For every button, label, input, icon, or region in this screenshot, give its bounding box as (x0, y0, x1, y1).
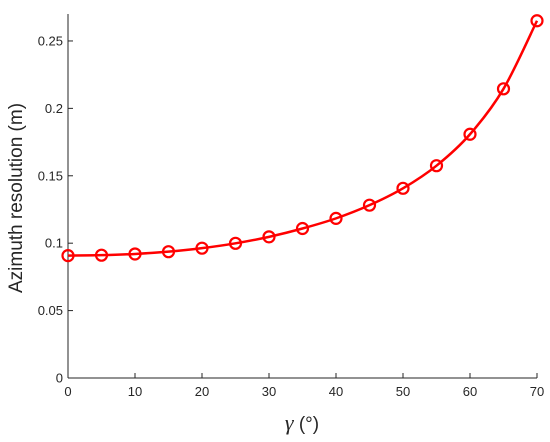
data-point (228, 236, 243, 250)
data-point (161, 245, 176, 259)
axes (67, 14, 537, 379)
x-axis-symbol: γ (285, 410, 295, 435)
x-ticks: 0 10 20 30 40 50 60 70 (64, 373, 544, 399)
y-tick-label: 0.1 (45, 236, 63, 251)
x-axis-unit: (°) (294, 414, 320, 435)
y-tick-label: 0 (56, 371, 63, 386)
y-tick-label: 0.05 (38, 303, 63, 318)
x-tick-label: 50 (396, 384, 410, 399)
data-point (496, 82, 511, 96)
series-line (67, 20, 539, 257)
y-ticks: 0 0.05 0.1 0.15 0.2 0.25 (38, 33, 73, 386)
x-tick-label: 0 (64, 384, 71, 399)
y-tick-label: 0.2 (45, 101, 63, 116)
data-point (362, 198, 377, 212)
y-tick-label: 0.15 (38, 168, 63, 183)
y-axis-title: Azimuth resolution (m) (6, 103, 27, 293)
data-point (429, 159, 444, 173)
data-point (295, 221, 310, 236)
y-tick-label: 0.25 (38, 33, 63, 48)
x-tick-label: 10 (128, 384, 142, 399)
data-point (530, 14, 544, 28)
data-point (195, 241, 209, 255)
data-point (463, 127, 477, 141)
x-tick-label: 20 (195, 384, 209, 399)
data-point (396, 181, 410, 195)
data-point (329, 211, 343, 225)
x-tick-label: 40 (329, 384, 343, 399)
x-tick-label: 70 (530, 384, 544, 399)
data-point (262, 230, 276, 244)
data-point (61, 248, 75, 263)
x-tick-label: 30 (262, 384, 276, 399)
data-point (128, 247, 142, 261)
x-axis-title: γ (°) (285, 410, 319, 435)
data-point (94, 248, 109, 262)
x-tick-label: 60 (463, 384, 477, 399)
series-group (61, 14, 544, 263)
